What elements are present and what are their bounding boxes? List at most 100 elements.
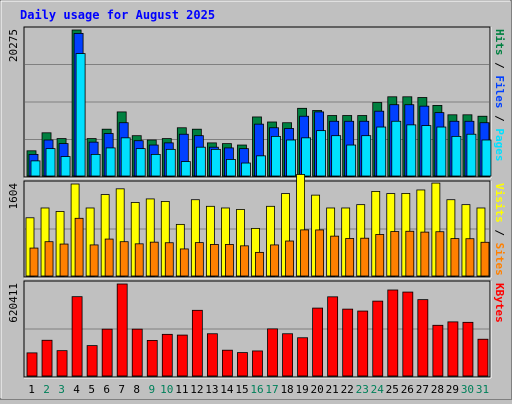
- kbytes-bar-kbytes-day-20: [312, 307, 324, 377]
- visits-sites-bar-sites-day-28: [435, 231, 445, 277]
- hits-files-pages-bar-pages-day-30: [466, 133, 477, 177]
- kbytes-bar-kbytes-day-2: [41, 339, 53, 377]
- visits-sites-bar-sites-day-1: [29, 247, 39, 277]
- kbytes-bar-kbytes-day-19: [297, 337, 308, 377]
- hits-files-pages-bar-pages-day-15: [241, 162, 251, 177]
- visits-sites-side-label: Visits / Sites: [493, 183, 506, 276]
- kbytes-bar-kbytes-day-1: [26, 352, 38, 377]
- kbytes-bar-kbytes-day-7: [116, 283, 128, 377]
- kbytes-bar-kbytes-day-21: [327, 296, 339, 377]
- hits-files-pages-bar-pages-day-8: [135, 148, 146, 177]
- visits-sites-bar-sites-day-30: [465, 238, 475, 277]
- visits-sites-bar-sites-day-4: [74, 217, 84, 277]
- kbytes-bar-kbytes-day-31: [477, 338, 489, 377]
- visits-sites-bar-sites-day-12: [194, 242, 204, 277]
- x-tick-label-day-11: 11: [175, 383, 188, 396]
- kbytes-bar-kbytes-day-23: [357, 310, 369, 377]
- hits-files-pages-bar-pages-day-27: [421, 125, 432, 177]
- hits-files-pages-bar-pages-day-6: [105, 147, 116, 177]
- kbytes-bar-kbytes-day-3: [56, 350, 68, 377]
- x-tick-label-day-25: 25: [386, 383, 399, 396]
- visits-sites-bar-sites-day-24: [375, 234, 385, 277]
- visits-sites-bar-sites-day-8: [134, 243, 144, 277]
- x-tick-label-day-31: 31: [476, 383, 489, 396]
- visits-sites-bar-sites-day-3: [59, 243, 69, 277]
- visits-sites-bar-sites-day-7: [119, 241, 129, 277]
- kbytes-bar-kbytes-day-17: [267, 328, 278, 377]
- kbytes-bar-kbytes-day-8: [131, 328, 143, 377]
- visits-sites-bar-sites-day-25: [390, 231, 400, 277]
- kbytes-bar-kbytes-day-29: [447, 321, 459, 377]
- x-tick-label-day-12: 12: [190, 383, 203, 396]
- hits-files-pages-bar-pages-day-11: [180, 161, 191, 177]
- x-tick-label-day-30: 30: [461, 383, 474, 396]
- visits-sites-bar-sites-day-21: [330, 235, 340, 277]
- hits-files-pages-bar-pages-day-22: [346, 144, 357, 177]
- x-tick-label-day-20: 20: [311, 383, 324, 396]
- kbytes-bar-kbytes-day-26: [402, 291, 414, 377]
- visits-sites-bar-sites-day-20: [315, 229, 325, 277]
- hits-files-pages-bar-pages-day-5: [90, 153, 101, 177]
- x-tick-label-day-14: 14: [220, 383, 234, 396]
- visits-sites-bar-sites-day-26: [405, 230, 415, 277]
- hits-files-pages-bar-pages-day-21: [331, 135, 342, 177]
- visits-sites-bar-sites-day-31: [480, 241, 490, 277]
- visits-sites-ymax-label: 1604: [7, 183, 20, 210]
- kbytes-bar-kbytes-day-18: [282, 333, 293, 377]
- x-tick-label-day-2: 2: [43, 383, 50, 396]
- visits-sites-bar-sites-day-13: [209, 244, 219, 277]
- hits-files-pages-bar-pages-day-7: [120, 137, 131, 177]
- hits-files-pages-bar-pages-day-28: [436, 126, 447, 177]
- x-tick-label-day-9: 9: [148, 383, 155, 396]
- visits-sites-bar-sites-day-9: [149, 241, 159, 277]
- hits-files-pages-bar-pages-day-10: [165, 148, 176, 177]
- kbytes-bar-kbytes-day-15: [237, 352, 248, 377]
- x-tick-label-day-16: 16: [250, 383, 263, 396]
- hits-files-pages-bar-pages-day-23: [361, 135, 372, 177]
- kbytes-bar-kbytes-day-9: [146, 340, 158, 377]
- kbytes-bar-kbytes-day-24: [372, 300, 384, 377]
- kbytes-bar-kbytes-day-25: [387, 289, 399, 377]
- x-tick-label-day-24: 24: [371, 383, 385, 396]
- hits-files-pages-bar-pages-day-9: [150, 153, 161, 177]
- x-tick-label-day-10: 10: [160, 383, 173, 396]
- hits-files-pages-bar-pages-day-3: [60, 156, 71, 177]
- hits-files-pages-side-label: Hits / Files / Pages: [493, 29, 506, 162]
- hits-files-pages-bar-pages-day-18: [286, 139, 296, 177]
- x-tick-label-day-23: 23: [356, 383, 369, 396]
- hits-files-pages-bar-pages-day-29: [451, 135, 462, 177]
- x-tick-label-day-6: 6: [103, 383, 110, 396]
- x-tick-label-day-21: 21: [326, 383, 339, 396]
- hits-files-pages-bar-pages-day-1: [30, 160, 41, 177]
- hits-files-pages-bar-pages-day-16: [256, 155, 266, 177]
- visits-sites-bar-sites-day-10: [164, 242, 174, 277]
- visits-sites-bar-sites-day-17: [270, 244, 279, 277]
- x-tick-label-day-8: 8: [133, 383, 140, 396]
- kbytes-bar-kbytes-day-6: [101, 328, 113, 377]
- visits-sites-bar-sites-day-15: [240, 245, 249, 277]
- x-tick-label-day-26: 26: [401, 383, 414, 396]
- hits-files-pages-bar-pages-day-19: [301, 137, 311, 177]
- x-tick-label-day-29: 29: [446, 383, 459, 396]
- kbytes-bar-kbytes-day-30: [462, 321, 474, 377]
- x-tick-label-day-15: 15: [235, 383, 248, 396]
- kbytes-bar-kbytes-day-10: [161, 333, 173, 377]
- visits-sites-bar-sites-day-29: [450, 238, 460, 277]
- x-tick-label-day-28: 28: [431, 383, 444, 396]
- kbytes-bar-kbytes-day-4: [71, 296, 83, 377]
- visits-sites-bar-sites-day-16: [255, 251, 264, 277]
- visits-sites-bar-sites-day-19: [300, 229, 309, 277]
- x-tick-label-day-13: 13: [205, 383, 218, 396]
- kbytes-side-label: KBytes: [493, 283, 506, 323]
- x-tick-label-day-4: 4: [73, 383, 80, 396]
- hits-files-pages-bar-pages-day-2: [45, 148, 56, 177]
- kbytes-bar-kbytes-day-14: [222, 349, 233, 377]
- visits-sites-bar-sites-day-11: [179, 248, 189, 277]
- kbytes-bar-kbytes-day-5: [86, 345, 98, 377]
- hits-files-pages-bar-pages-day-26: [406, 124, 417, 177]
- hits-files-pages-ymax-label: 20275: [7, 29, 20, 62]
- kbytes-bar-kbytes-day-11: [176, 334, 188, 377]
- visits-sites-bar-sites-day-23: [360, 237, 370, 277]
